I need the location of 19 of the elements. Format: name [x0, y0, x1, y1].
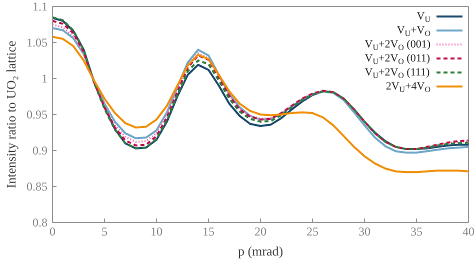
y-axis-title: Intensity ratio to UO₂ lattice	[4, 40, 18, 188]
x-tick-label: 10	[150, 224, 162, 238]
x-tick-label: 25	[306, 224, 318, 238]
y-tick-label: 0.85	[26, 180, 48, 194]
x-tick-label: 5	[102, 224, 108, 238]
y-tick-label: 0.95	[26, 108, 48, 122]
y-tick-label: 0.8	[32, 216, 48, 230]
line-series	[52, 36, 468, 174]
y-tick-label: 0.9	[32, 144, 48, 158]
y-tick-label: 1	[42, 72, 48, 86]
x-tick-label: 15	[202, 224, 214, 238]
x-tick-label: 20	[254, 224, 266, 238]
x-tick-label: 30	[358, 224, 370, 238]
x-tick-label: 35	[410, 224, 422, 238]
x-tick-label: 0	[50, 224, 56, 238]
x-tick-label: 40	[462, 224, 474, 238]
y-tick-label: 1.1	[32, 0, 48, 14]
y-tick-label: 1.05	[26, 36, 48, 50]
x-axis-title: p (mrad)	[238, 244, 284, 258]
